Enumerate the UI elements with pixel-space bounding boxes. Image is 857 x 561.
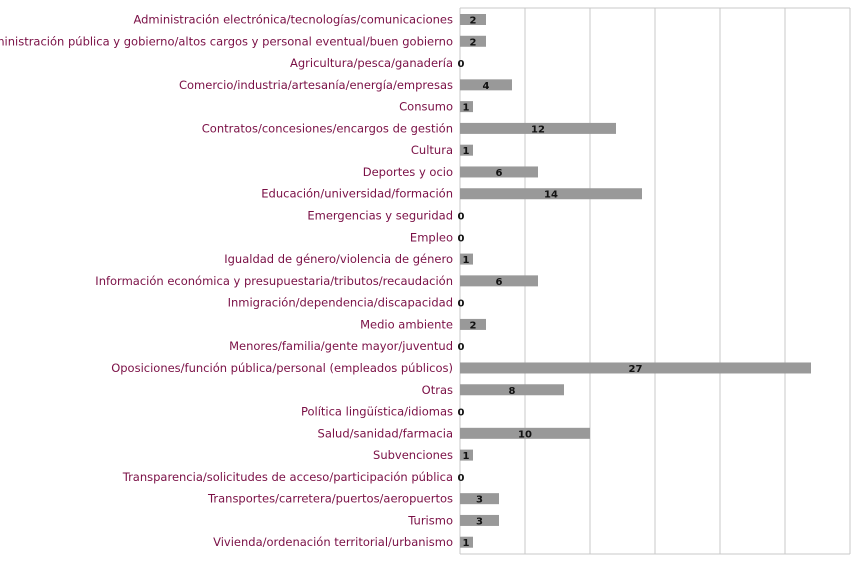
- bar: [460, 449, 473, 461]
- category-label: Igualdad de género/violencia de género: [224, 252, 453, 266]
- bar: [460, 101, 473, 113]
- bar: [460, 253, 473, 265]
- bar: [460, 384, 564, 396]
- data-label: 1: [463, 451, 470, 462]
- data-label: 10: [518, 429, 532, 440]
- bar: [460, 166, 538, 178]
- data-label: 3: [476, 495, 483, 506]
- category-label: Deportes y ocio: [363, 165, 453, 179]
- data-label: 2: [470, 37, 477, 48]
- category-label: Información económica y presupuestaria/t…: [95, 274, 453, 288]
- category-label: Administración electrónica/tecnologías/c…: [133, 13, 453, 27]
- data-label: 27: [629, 364, 643, 375]
- data-label: 14: [544, 190, 558, 201]
- data-label: 0: [458, 342, 465, 353]
- bar: [460, 536, 473, 548]
- category-label: Consumo: [399, 100, 453, 114]
- bar: [460, 122, 616, 134]
- data-label: 0: [458, 212, 465, 223]
- category-label-layer: Administración electrónica/tecnologías/c…: [0, 13, 453, 550]
- bar: [460, 427, 590, 439]
- category-label: Transparencia/solicitudes de acceso/part…: [122, 470, 453, 484]
- data-label: 2: [470, 320, 477, 331]
- data-label: 6: [496, 168, 503, 179]
- data-label: 0: [458, 233, 465, 244]
- data-label: 8: [509, 386, 516, 397]
- category-label: Contratos/concesiones/encargos de gestió…: [202, 121, 453, 135]
- data-label: 0: [458, 473, 465, 484]
- category-label: Turismo: [407, 513, 453, 527]
- category-label: Subvenciones: [373, 448, 453, 462]
- data-label: 0: [458, 408, 465, 419]
- category-label: Empleo: [410, 230, 453, 244]
- bar: [460, 318, 486, 330]
- data-label: 0: [458, 59, 465, 70]
- bar: [460, 14, 486, 25]
- data-label: 1: [463, 255, 470, 266]
- data-label: 4: [483, 81, 490, 92]
- category-label: Administración pública y gobierno/altos …: [0, 34, 453, 48]
- category-label: Política lingüística/idiomas: [301, 405, 453, 419]
- bar: [460, 275, 538, 287]
- data-label: 1: [463, 146, 470, 157]
- data-label: 0: [458, 299, 465, 310]
- category-label: Emergencias y seguridad: [307, 209, 453, 223]
- data-label: 1: [463, 103, 470, 114]
- category-label: Transportes/carretera/puertos/aeropuerto…: [207, 492, 453, 506]
- bar: [460, 514, 499, 526]
- data-label: 2: [470, 16, 477, 27]
- bar: [460, 493, 499, 505]
- data-label: 12: [531, 124, 545, 135]
- category-label: Salud/sanidad/farmacia: [318, 426, 453, 440]
- category-label: Vivienda/ordenación territorial/urbanism…: [213, 535, 453, 549]
- category-label: Educación/universidad/formación: [261, 187, 453, 201]
- bar: [460, 35, 486, 47]
- data-label: 3: [476, 516, 483, 527]
- category-label: Agricultura/pesca/ganadería: [290, 56, 453, 70]
- category-label: Oposiciones/función pública/personal (em…: [111, 361, 453, 375]
- category-label: Comercio/industria/artesanía/energía/emp…: [179, 78, 453, 92]
- bar-layer: [460, 14, 811, 548]
- category-label: Medio ambiente: [360, 317, 453, 331]
- category-label: Menores/familia/gente mayor/juventud: [229, 339, 453, 353]
- bar: [460, 362, 811, 374]
- bar: [460, 79, 512, 91]
- bar: [460, 188, 642, 200]
- category-label: Cultura: [411, 143, 453, 157]
- data-label: 1: [463, 538, 470, 549]
- bar: [460, 144, 473, 156]
- category-label: Otras: [422, 383, 453, 397]
- data-label: 6: [496, 277, 503, 288]
- grid-layer: [459, 7, 851, 555]
- category-label: Inmigración/dependencia/discapacidad: [228, 296, 453, 310]
